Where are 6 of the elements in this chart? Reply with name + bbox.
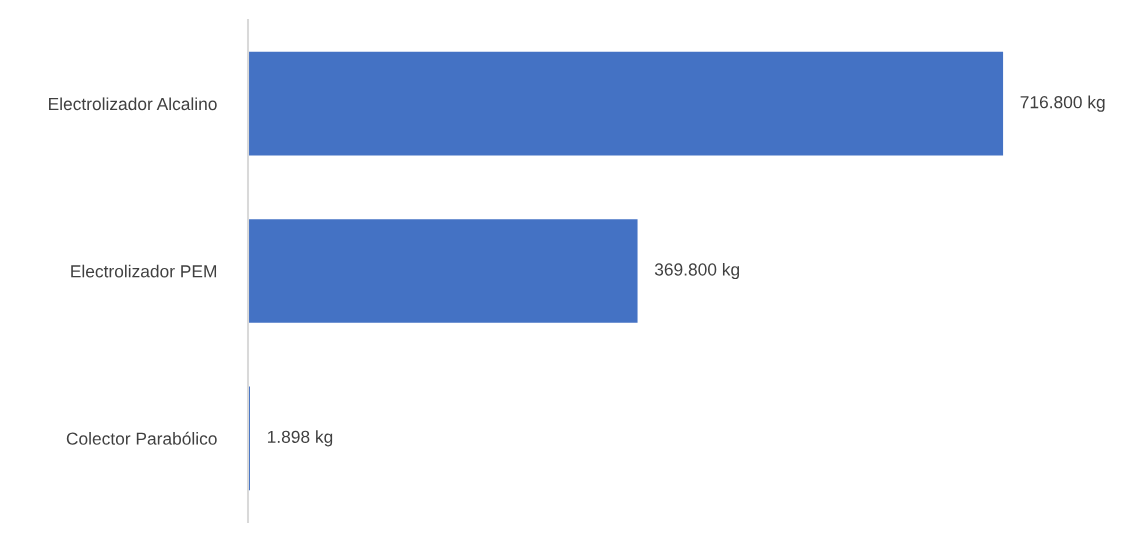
data-label: 369.800 kg xyxy=(654,262,740,280)
data-label: 1.898 kg xyxy=(267,430,333,447)
y-tick-label: Electrolizador PEM xyxy=(71,264,217,278)
data-label: 716.800 kg xyxy=(1020,95,1105,112)
y-tick-label: Colector Parabólico xyxy=(66,431,217,445)
y-tick-label: Electrolizador Alcalino xyxy=(49,97,217,111)
